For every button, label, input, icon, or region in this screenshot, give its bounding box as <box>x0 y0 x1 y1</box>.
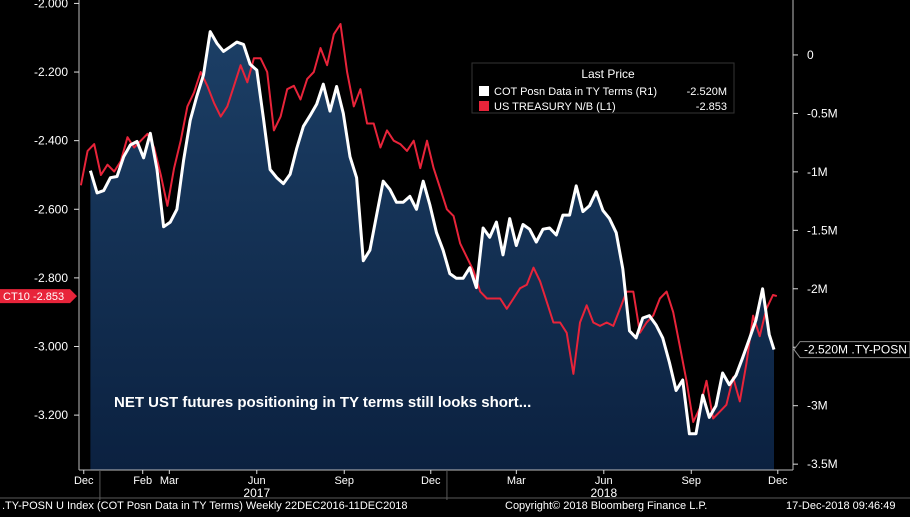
x-month-label: Mar <box>160 475 179 487</box>
right-tick-label: -2M <box>807 282 828 296</box>
right-tick-label: -3M <box>807 399 828 413</box>
right-tick-label: -1.5M <box>807 223 838 237</box>
x-year-label: 2018 <box>590 486 617 500</box>
footer-timestamp: 17-Dec-2018 09:46:49 <box>786 500 896 512</box>
axis-labels: -2.000 -2.200 -2.400 -2.600 -2.800 -3.000 -3.2… <box>34 0 838 500</box>
legend: Last Price COT Posn Data in TY Terms (R1)… <box>471 62 735 114</box>
cot-area-fill <box>90 31 774 470</box>
left-tick-label: -2.600 <box>34 202 68 216</box>
x-month-label: Sep <box>334 475 354 487</box>
x-month-label: Mar <box>507 475 526 487</box>
treasury-line <box>79 23 778 423</box>
x-month-label: Jun <box>248 475 266 487</box>
right-tick-label: 0 <box>807 48 814 62</box>
legend-box <box>471 62 735 114</box>
left-tick-label: -2.400 <box>34 134 68 148</box>
last-price-tags: CT10 -2.853 -2.520M .TY-POSN <box>0 289 910 359</box>
left-tick-label: -2.000 <box>34 0 68 10</box>
left-tick-label: -3.200 <box>34 408 68 422</box>
right-price-tag-text: -2.520M .TY-POSN <box>804 343 907 357</box>
cot-line <box>88 30 776 436</box>
legend-swatch <box>479 101 489 111</box>
series-lines <box>79 23 778 436</box>
left-tick-label: -2.200 <box>34 65 68 79</box>
x-month-label: Dec <box>74 475 94 487</box>
legend-title: Last Price <box>581 67 635 81</box>
legend-label: US TREASURY N/B (L1) <box>494 101 616 113</box>
footer-series-info: .TY-POSN U Index (COT Posn Data in TY Te… <box>2 500 408 512</box>
axes <box>0 0 910 500</box>
legend-value: -2.520M <box>687 86 727 98</box>
right-price-tag <box>793 341 910 359</box>
left-tick-label: -3.000 <box>34 339 68 353</box>
left-price-tag-text: CT10 -2.853 <box>3 291 64 303</box>
x-month-label: Dec <box>768 475 788 487</box>
chart-annotation: NET UST futures positioning in TY terms … <box>114 394 531 411</box>
legend-swatch <box>479 86 489 96</box>
x-year-label: 2017 <box>243 486 270 500</box>
right-tick-label: -1M <box>807 165 828 179</box>
cot-treasury-chart: -2.000 -2.200 -2.400 -2.600 -2.800 -3.000 -3.2… <box>0 0 910 500</box>
legend-value: -2.853 <box>696 101 727 113</box>
cot-area <box>90 31 774 470</box>
x-month-label: Feb <box>133 475 152 487</box>
x-month-label: Sep <box>681 475 701 487</box>
x-month-label: Dec <box>421 475 441 487</box>
left-tick-label: -2.800 <box>34 271 68 285</box>
legend-label: COT Posn Data in TY Terms (R1) <box>494 86 657 98</box>
right-tick-label: -3.5M <box>807 457 838 471</box>
x-month-label: Jun <box>595 475 613 487</box>
left-price-tag <box>0 289 77 304</box>
footer-copyright: Copyright© 2018 Bloomberg Finance L.P. <box>505 500 708 512</box>
right-tick-label: -0.5M <box>807 106 838 120</box>
